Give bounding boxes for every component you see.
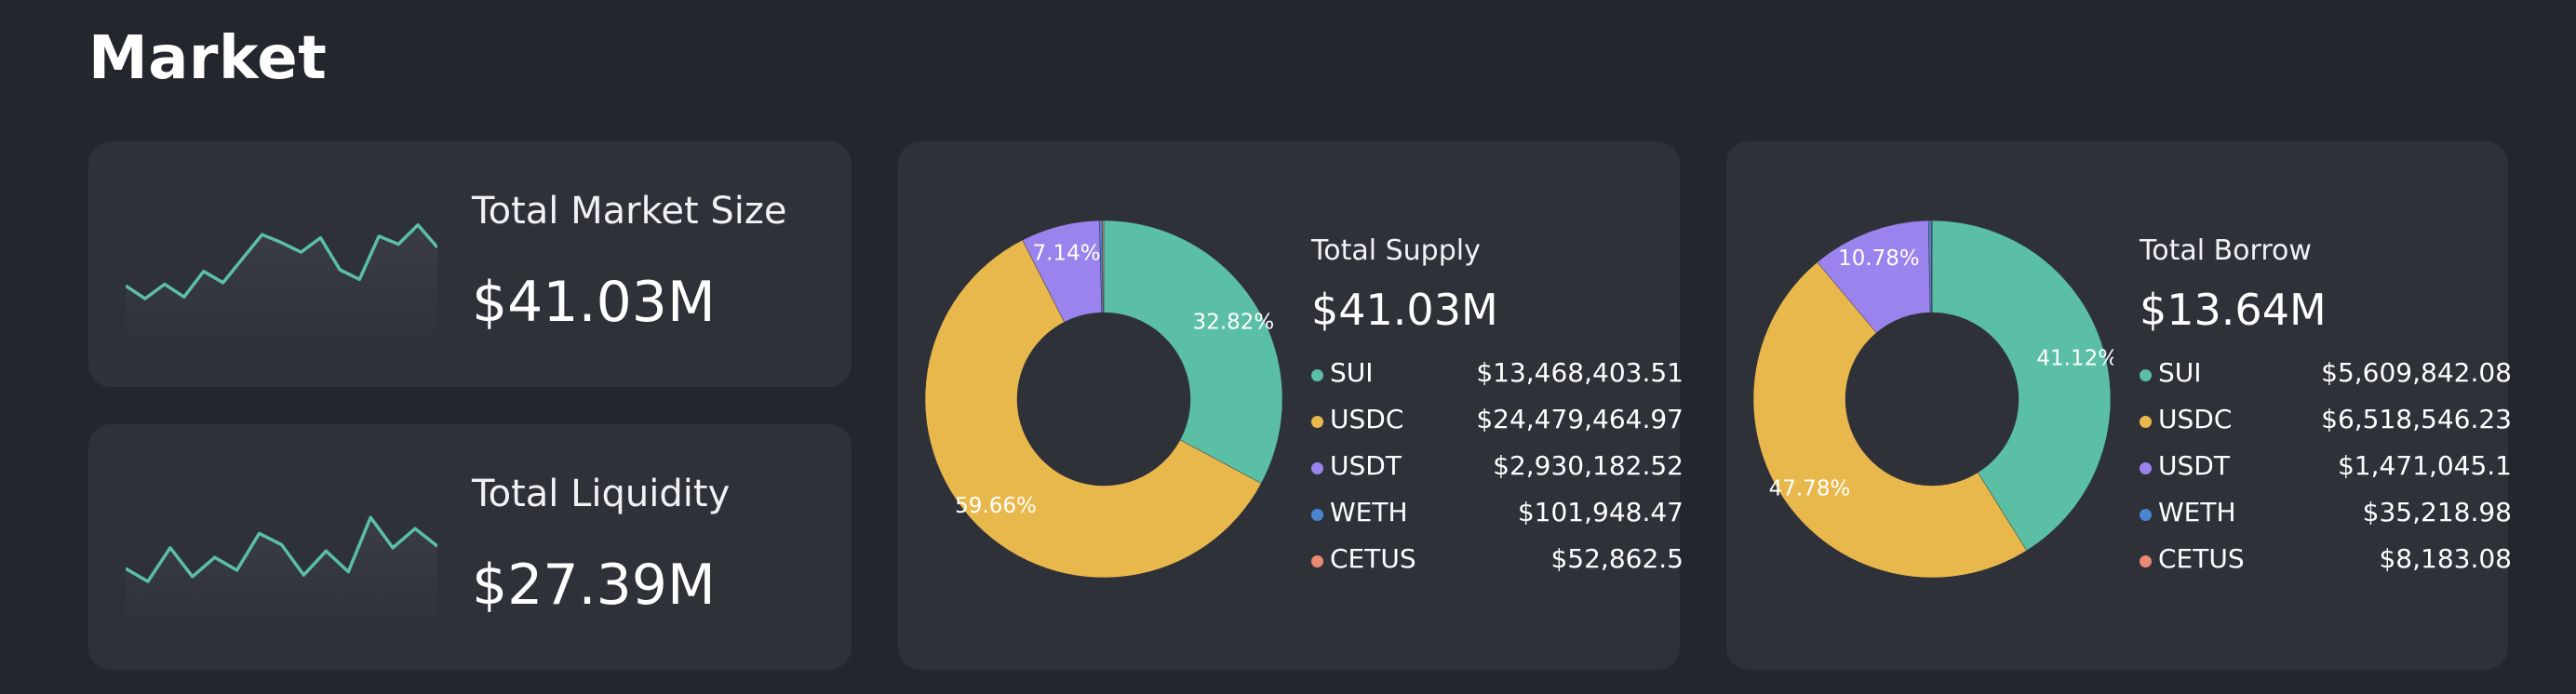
sparkline-area xyxy=(126,224,437,350)
legend-name: WETH xyxy=(1330,497,1408,527)
legend-amount: $101,948.47 xyxy=(1517,497,1684,527)
usdt-color-dot xyxy=(1311,462,1323,474)
legend-item-weth: WETH $35,218.98 xyxy=(2140,493,2512,540)
usdc-color-dot xyxy=(2140,416,2152,428)
donut-title: Total Borrow xyxy=(2140,234,2312,267)
slice-label-usdt: 7.14% xyxy=(1033,241,1101,265)
donut-slice-cetus[interactable] xyxy=(1931,220,1933,314)
donut-slice-usdc[interactable] xyxy=(1752,261,2027,579)
legend-amount: $2,930,182.52 xyxy=(1493,450,1684,481)
borrow-legend: SUI $5,609,842.08 USDC $6,518,546.23 USD… xyxy=(2140,354,2512,586)
page-title: Market xyxy=(88,24,328,93)
market-size-sparkline xyxy=(126,223,437,350)
slice-label-usdt: 10.78% xyxy=(1838,247,1920,271)
legend-name: WETH xyxy=(2158,497,2236,527)
legend-amount: $35,218.98 xyxy=(2362,497,2512,527)
usdt-color-dot xyxy=(2140,462,2152,474)
legend-item-cetus: CETUS $8,183.08 xyxy=(2140,540,2512,586)
donut-slice-sui[interactable] xyxy=(1931,220,2112,552)
weth-color-dot xyxy=(2140,509,2152,521)
legend-item-usdc: USDC $24,479,464.97 xyxy=(1311,400,1684,447)
legend-name: CETUS xyxy=(2158,543,2245,574)
legend-item-sui: SUI $13,468,403.51 xyxy=(1311,354,1684,400)
legend-name: USDC xyxy=(1330,404,1404,434)
legend-name: USDT xyxy=(2158,450,2230,481)
donut-total: $13.64M xyxy=(2140,285,2327,335)
slice-label-sui: 41.12% xyxy=(2036,346,2113,370)
legend-item-sui: SUI $5,609,842.08 xyxy=(2140,354,2512,400)
legend-amount: $1,471,045.1 xyxy=(2337,450,2512,481)
slice-label-usdc: 59.66% xyxy=(955,494,1037,518)
slice-label-sui: 32.82% xyxy=(1193,310,1275,334)
legend-item-usdt: USDT $2,930,182.52 xyxy=(1311,447,1684,493)
legend-amount: $6,518,546.23 xyxy=(2321,404,2512,434)
usdc-color-dot xyxy=(1311,416,1323,428)
legend-amount: $52,862.5 xyxy=(1550,543,1684,574)
donut-slice-cetus[interactable] xyxy=(1102,220,1105,314)
donut-title: Total Supply xyxy=(1311,234,1481,267)
total-market-size-card: Total Market Size $41.03M xyxy=(88,141,852,387)
weth-color-dot xyxy=(1311,509,1323,521)
total-borrow-card: 41.12% 47.78% 10.78% Total Borrow $13.64M … xyxy=(1726,141,2512,670)
legend-item-usdt: USDT $1,471,045.1 xyxy=(2140,447,2512,493)
supply-legend: SUI $13,468,403.51 USDC $24,479,464.97 U… xyxy=(1311,354,1684,586)
sparkline-line xyxy=(126,515,437,583)
legend-name: SUI xyxy=(1330,357,1374,388)
supply-donut-chart: 32.82% 59.66% 7.14% xyxy=(924,220,1283,579)
legend-name: USDC xyxy=(2158,404,2233,434)
stat-label: Total Market Size xyxy=(472,190,787,233)
legend-item-cetus: CETUS $52,862.5 xyxy=(1311,540,1684,586)
total-liquidity-card: Total Liquidity $27.39M xyxy=(88,424,852,670)
legend-name: SUI xyxy=(2158,357,2202,388)
sparkline-area xyxy=(126,517,437,633)
slice-label-usdc: 47.78% xyxy=(1769,476,1851,500)
sui-color-dot xyxy=(2140,369,2152,381)
stat-value: $27.39M xyxy=(472,553,716,618)
legend-item-usdc: USDC $6,518,546.23 xyxy=(2140,400,2512,447)
stat-label: Total Liquidity xyxy=(472,473,731,515)
total-supply-card: 32.82% 59.66% 7.14% Total Supply $41.03M S… xyxy=(898,141,1684,670)
cetus-color-dot xyxy=(1311,555,1323,567)
donut-slice-sui[interactable] xyxy=(1103,220,1283,484)
borrow-donut-chart: 41.12% 47.78% 10.78% xyxy=(1752,220,2113,579)
legend-name: CETUS xyxy=(1330,543,1416,574)
donut-total: $41.03M xyxy=(1311,285,1498,335)
legend-amount: $13,468,403.51 xyxy=(1476,357,1684,388)
stat-value: $41.03M xyxy=(472,270,716,335)
cetus-color-dot xyxy=(2140,555,2152,567)
legend-name: USDT xyxy=(1330,450,1402,481)
legend-amount: $24,479,464.97 xyxy=(1476,404,1684,434)
legend-amount: $8,183.08 xyxy=(2379,543,2512,574)
legend-item-weth: WETH $101,948.47 xyxy=(1311,493,1684,540)
sparkline-line xyxy=(126,223,437,300)
legend-amount: $5,609,842.08 xyxy=(2321,357,2512,388)
sui-color-dot xyxy=(1311,369,1323,381)
donut-slice-usdc[interactable] xyxy=(924,239,1262,579)
liquidity-sparkline xyxy=(126,515,437,633)
